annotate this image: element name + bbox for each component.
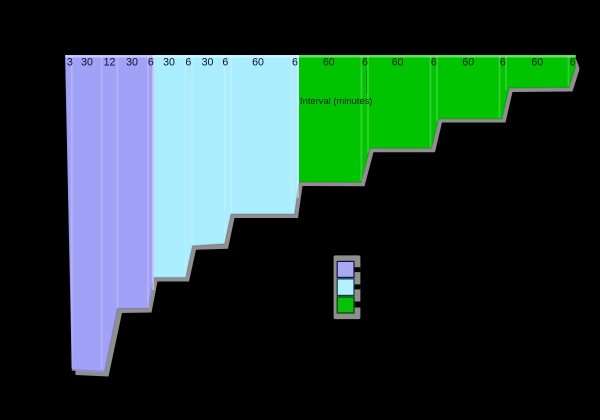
svg-text:6: 6: [185, 57, 191, 69]
svg-text:6: 6: [570, 57, 576, 69]
svg-text:3: 3: [67, 57, 73, 69]
svg-text:Interval (minutes): Interval (minutes): [300, 95, 372, 106]
svg-text:6: 6: [500, 57, 506, 69]
svg-text:6: 6: [292, 57, 298, 69]
svg-text:30: 30: [202, 57, 214, 69]
svg-text:6: 6: [148, 57, 154, 69]
svg-text:60: 60: [392, 57, 404, 69]
svg-text:30: 30: [81, 57, 93, 69]
svg-text:30: 30: [126, 57, 138, 69]
svg-text:12: 12: [104, 57, 116, 69]
svg-text:60: 60: [462, 57, 474, 69]
svg-text:6: 6: [362, 57, 368, 69]
svg-text:6: 6: [222, 57, 228, 69]
svg-text:60: 60: [531, 57, 543, 69]
svg-text:60: 60: [252, 57, 264, 69]
svg-text:60: 60: [323, 57, 335, 69]
svg-text:6: 6: [431, 57, 437, 69]
svg-text:30: 30: [163, 57, 175, 69]
